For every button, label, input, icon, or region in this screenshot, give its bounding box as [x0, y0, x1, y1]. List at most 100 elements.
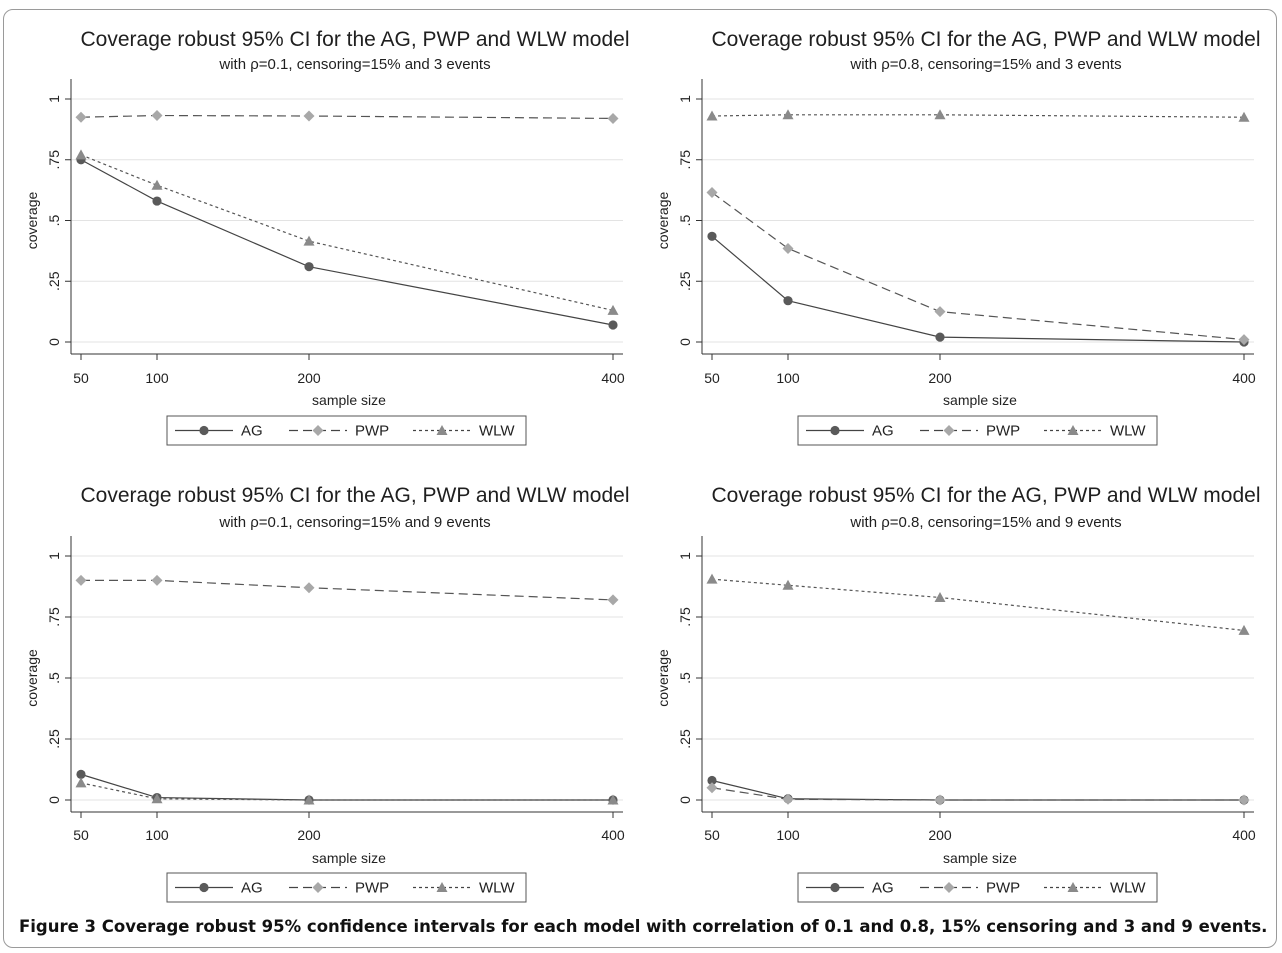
y-axis-label: coverage: [24, 191, 40, 249]
x-tick-label: 50: [704, 827, 720, 843]
legend-label-pwp: PWP: [355, 880, 389, 897]
data-point-pwp: [151, 574, 163, 586]
data-point-pwp: [782, 242, 794, 254]
chart-subtitle: with ρ=0.1, censoring=15% and 3 events: [218, 56, 490, 73]
y-tick-label: .75: [677, 150, 693, 170]
data-point-pwp: [934, 794, 946, 806]
chart-title: Coverage robust 95% CI for the AG, PWP a…: [712, 28, 1261, 51]
data-point-ag: [783, 296, 793, 306]
series-line-wlw: [80, 154, 614, 311]
data-point-wlw: [934, 591, 946, 602]
y-tick-label: 0: [677, 796, 693, 804]
y-tick-label: .75: [46, 607, 62, 627]
series-line-wlw: [80, 782, 613, 801]
y-tick-label: .25: [677, 729, 693, 749]
x-axis-label: sample size: [943, 392, 1017, 408]
y-tick-label: 1: [46, 552, 62, 560]
series-line-wlw: [711, 578, 1245, 632]
y-axis-label: coverage: [24, 649, 40, 707]
chart-panel-1: Coverage robust 95% CI for the AG, PWP a…: [24, 28, 630, 446]
x-tick-label: 100: [145, 370, 169, 386]
y-tick-label: .5: [46, 672, 62, 684]
chart-panel-4: Coverage robust 95% CI for the AG, PWP a…: [655, 484, 1261, 903]
legend-label-pwp: PWP: [355, 423, 389, 440]
x-tick-label: 400: [1232, 827, 1256, 843]
x-tick-label: 200: [297, 827, 321, 843]
data-point-ag: [76, 769, 86, 779]
data-point-wlw: [607, 794, 619, 805]
legend-marker-wlw: [1067, 425, 1079, 435]
chart-title: Coverage robust 95% CI for the AG, PWP a…: [712, 484, 1261, 507]
x-tick-label: 100: [776, 370, 800, 386]
y-tick-label: .5: [677, 214, 693, 226]
x-tick-label: 400: [601, 370, 625, 386]
y-axis-label: coverage: [655, 191, 671, 249]
chart-panel-3: Coverage robust 95% CI for the AG, PWP a…: [24, 484, 629, 903]
x-tick-label: 50: [704, 370, 720, 386]
data-point-ag: [707, 775, 717, 786]
x-axis-label: sample size: [312, 850, 386, 866]
legend-label-ag: AG: [241, 423, 263, 440]
data-point-wlw: [303, 235, 315, 246]
legend-label-wlw: WLW: [1110, 423, 1146, 440]
figure-frame: [3, 9, 1277, 948]
data-point-pwp: [934, 306, 946, 318]
x-tick-label: 200: [928, 370, 952, 386]
data-point-wlw: [151, 793, 163, 804]
data-point-pwp: [782, 793, 794, 805]
data-point-wlw: [151, 179, 163, 190]
data-point-wlw: [706, 110, 718, 121]
chart-subtitle: with ρ=0.8, censoring=15% and 9 events: [849, 514, 1121, 531]
legend-marker-ag: [199, 882, 209, 893]
series-line-pwp: [711, 192, 1245, 341]
data-point-pwp: [607, 594, 619, 606]
y-tick-label: .25: [677, 271, 693, 291]
legend-marker-pwp: [943, 882, 955, 893]
legend-marker-pwp: [943, 425, 955, 436]
data-point-wlw: [706, 573, 718, 584]
figure-canvas: Coverage robust 95% CI for the AG, PWP a…: [24, 28, 1261, 903]
data-point-pwp: [607, 112, 619, 124]
data-point-wlw: [1238, 624, 1250, 635]
series-line-ag: [80, 773, 613, 801]
x-tick-label: 50: [73, 827, 89, 843]
series-line-wlw: [711, 114, 1245, 118]
data-point-wlw: [607, 304, 619, 315]
y-tick-label: .5: [677, 672, 693, 684]
legend-label-wlw: WLW: [479, 423, 515, 440]
y-tick-label: .75: [677, 607, 693, 627]
series-line-pwp: [80, 114, 614, 120]
x-tick-label: 200: [297, 370, 321, 386]
x-tick-label: 100: [776, 827, 800, 843]
x-axis-label: sample size: [943, 850, 1017, 866]
legend-label-ag: AG: [872, 880, 894, 897]
x-tick-label: 400: [601, 827, 625, 843]
series-line-pwp: [81, 579, 614, 601]
legend-label-ag: AG: [241, 880, 263, 897]
y-tick-label: 1: [46, 95, 62, 103]
x-tick-label: 400: [1232, 370, 1256, 386]
data-point-wlw: [934, 109, 946, 120]
y-tick-label: .5: [46, 214, 62, 226]
y-tick-label: .25: [46, 271, 62, 291]
chart-subtitle: with ρ=0.8, censoring=15% and 3 events: [849, 56, 1121, 73]
data-point-ag: [608, 320, 618, 330]
data-point-pwp: [75, 111, 87, 123]
x-tick-label: 50: [73, 370, 89, 386]
series-line-ag: [80, 159, 614, 326]
figure-caption: Figure 3 Coverage robust 95% confidence …: [19, 917, 1268, 936]
data-point-wlw: [782, 109, 794, 120]
data-point-wlw: [75, 149, 87, 160]
series-line-pwp: [711, 787, 1244, 801]
y-tick-label: 0: [677, 338, 693, 346]
series-line-ag: [711, 235, 1245, 343]
y-tick-label: 1: [677, 552, 693, 560]
legend-marker-wlw: [436, 425, 448, 435]
legend-marker-pwp: [312, 882, 324, 893]
x-axis-label: sample size: [312, 392, 386, 408]
data-point-pwp: [706, 187, 718, 199]
y-tick-label: .75: [46, 150, 62, 170]
chart-title: Coverage robust 95% CI for the AG, PWP a…: [81, 28, 630, 51]
y-tick-label: 0: [46, 796, 62, 804]
data-point-ag: [935, 332, 945, 342]
